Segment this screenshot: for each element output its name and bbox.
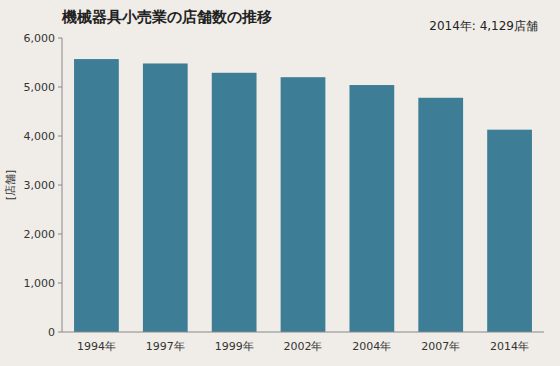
bar xyxy=(418,98,463,332)
x-tick-label: 2002年 xyxy=(284,340,323,353)
bar xyxy=(349,85,394,332)
y-label: [店舗] xyxy=(4,170,17,201)
y-tick-label: 2,000 xyxy=(24,228,56,241)
bar xyxy=(281,77,326,332)
y-axis xyxy=(62,38,63,332)
x-tick-label: 2007年 xyxy=(421,340,460,353)
y-tick xyxy=(58,332,62,333)
y-tick-label: 5,000 xyxy=(24,81,56,94)
bar xyxy=(487,130,532,332)
chart: 0 1,000 2,000 3,000 4,000 5,000 6,000 1994年 1997… xyxy=(0,0,560,366)
title: 機械器具小売業の店舗数の推移 xyxy=(61,8,272,26)
annotation: 2014年: 4,129店舗 xyxy=(429,19,538,33)
bar xyxy=(212,73,257,332)
x-tick-label: 1997年 xyxy=(146,340,185,353)
bar xyxy=(74,59,119,332)
y-tick xyxy=(58,136,62,137)
y-tick xyxy=(58,87,62,88)
x-tick-label: 1994年 xyxy=(77,340,116,353)
y-tick-label: 4,000 xyxy=(24,130,56,143)
x-tick-label: 2004年 xyxy=(352,340,391,353)
y-tick-label: 1,000 xyxy=(24,277,56,290)
x-tick-label: 1999年 xyxy=(215,340,254,353)
y-tick xyxy=(58,234,62,235)
x-tick-label: 2014年 xyxy=(490,340,529,353)
x-axis xyxy=(62,332,544,333)
y-tick xyxy=(58,38,62,39)
bar xyxy=(143,63,188,332)
y-tick-label: 6,000 xyxy=(24,32,56,45)
y-tick xyxy=(58,185,62,186)
y-tick-label: 3,000 xyxy=(24,179,56,192)
y-tick xyxy=(58,283,62,284)
bars xyxy=(74,59,532,332)
y-tick-label: 0 xyxy=(48,326,55,339)
